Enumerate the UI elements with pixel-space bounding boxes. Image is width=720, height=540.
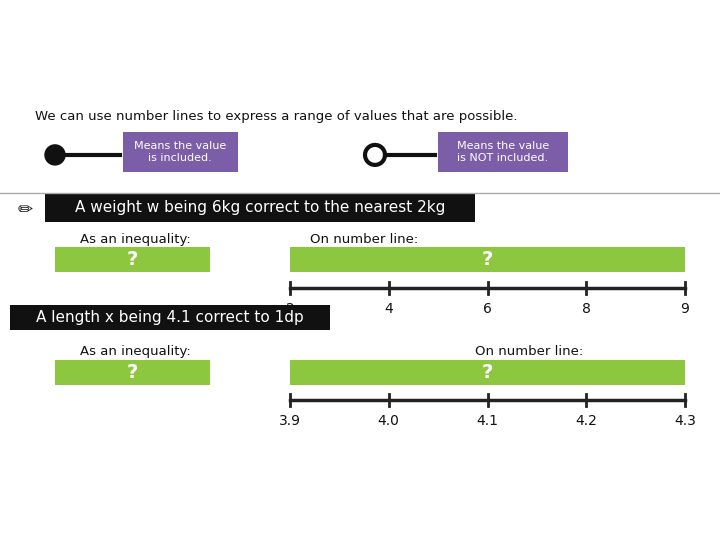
Text: Means the value
is NOT included.: Means the value is NOT included. — [457, 141, 549, 163]
Text: 6: 6 — [483, 302, 492, 316]
Text: ?: ? — [481, 251, 492, 269]
Text: ?: ? — [126, 363, 138, 382]
Text: As an inequality:: As an inequality: — [80, 346, 191, 359]
Text: On number line:: On number line: — [475, 346, 583, 359]
Text: 4.2: 4.2 — [575, 414, 597, 428]
FancyBboxPatch shape — [55, 247, 210, 272]
FancyBboxPatch shape — [45, 194, 475, 222]
FancyBboxPatch shape — [290, 247, 685, 272]
FancyBboxPatch shape — [438, 132, 568, 172]
Text: On number line:: On number line: — [310, 233, 418, 246]
Text: A length x being 4.1 correct to 1dp: A length x being 4.1 correct to 1dp — [36, 310, 304, 326]
Text: Ranges on Number Lines: Ranges on Number Lines — [14, 18, 441, 47]
Text: ?: ? — [481, 363, 492, 382]
Text: We can use number lines to express a range of values that are possible.: We can use number lines to express a ran… — [35, 110, 518, 123]
Text: 8: 8 — [582, 302, 590, 316]
FancyBboxPatch shape — [55, 360, 210, 385]
Text: 4.3: 4.3 — [674, 414, 696, 428]
Text: ✏: ✏ — [18, 201, 33, 219]
FancyBboxPatch shape — [290, 360, 685, 385]
Text: 9: 9 — [680, 302, 690, 316]
Text: 4: 4 — [384, 302, 393, 316]
Text: Means the value
is included.: Means the value is included. — [134, 141, 226, 163]
FancyBboxPatch shape — [10, 305, 330, 330]
Text: 4.0: 4.0 — [378, 414, 400, 428]
FancyBboxPatch shape — [123, 132, 238, 172]
Circle shape — [45, 145, 65, 165]
Text: ?: ? — [126, 251, 138, 269]
Text: A weight w being 6kg correct to the nearest 2kg: A weight w being 6kg correct to the near… — [75, 200, 445, 215]
Text: 3.9: 3.9 — [279, 414, 301, 428]
Text: 4.1: 4.1 — [477, 414, 498, 428]
Text: 2: 2 — [286, 302, 294, 316]
Text: As an inequality:: As an inequality: — [80, 233, 191, 246]
